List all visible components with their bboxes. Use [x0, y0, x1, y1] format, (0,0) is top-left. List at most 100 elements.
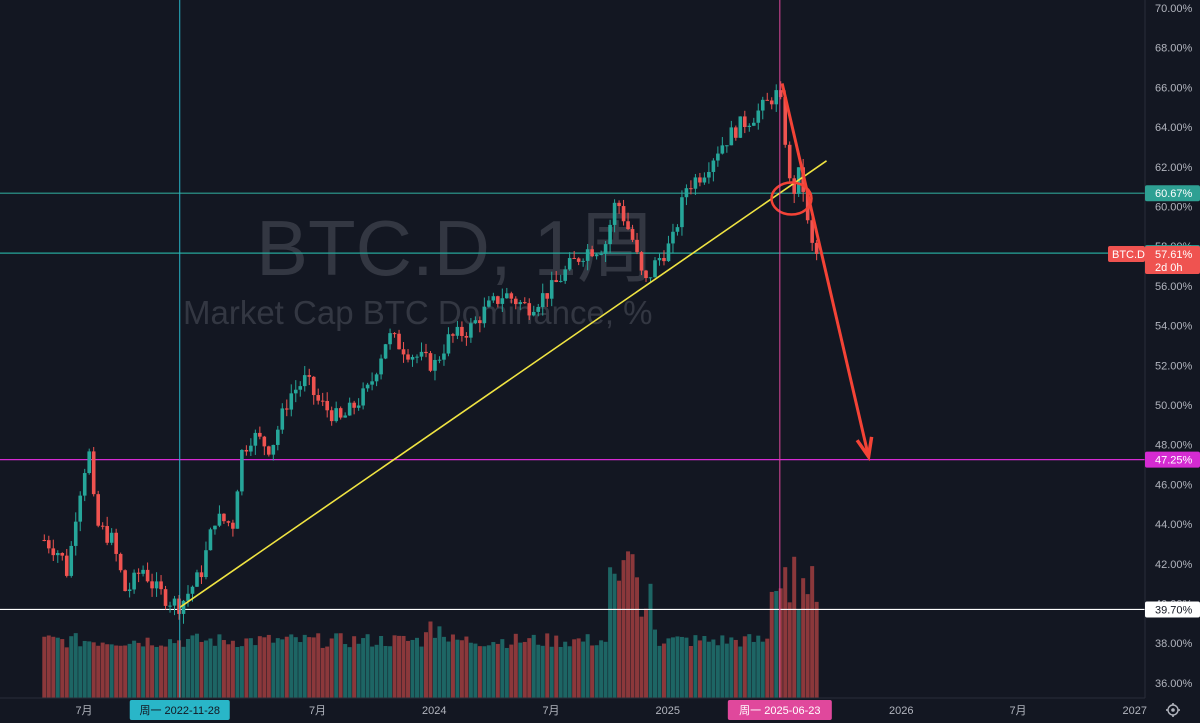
candle-body: [630, 229, 635, 240]
candle-body: [244, 449, 249, 452]
volume-bar: [73, 633, 78, 698]
candle-body: [307, 375, 312, 377]
volume-bar: [100, 642, 105, 698]
candle-body: [720, 145, 725, 154]
gear-icon[interactable]: [1166, 703, 1180, 717]
candle-body: [716, 153, 720, 161]
candle-body: [531, 311, 536, 316]
volume-bar: [145, 637, 150, 698]
volume-bar: [361, 638, 366, 698]
candle-body: [334, 408, 338, 422]
candle-body: [199, 572, 204, 578]
horizontal-levels[interactable]: [0, 192, 1145, 611]
volume-bar: [343, 644, 348, 698]
volume-bar: [711, 639, 716, 698]
volume-bar: [572, 639, 577, 698]
volume-bar: [374, 644, 379, 698]
candle-body: [222, 513, 226, 522]
volume-bar: [127, 643, 132, 698]
volume-bar: [230, 640, 235, 698]
volume-bar: [338, 633, 343, 698]
volume-bar: [190, 635, 195, 698]
candle-body: [42, 539, 47, 541]
projection-arrow[interactable]: [780, 83, 871, 457]
y-tick-label: 70.00%: [1155, 3, 1193, 15]
volume-bar: [531, 634, 536, 698]
candle-body: [298, 386, 303, 390]
price-tag: [1145, 245, 1200, 274]
volume-bar: [774, 590, 779, 698]
candle-body: [428, 353, 433, 371]
candle-body: [78, 495, 83, 522]
candle-body: [684, 188, 689, 198]
candle-body: [91, 451, 96, 495]
candle-body: [554, 280, 559, 282]
candle-body: [249, 445, 253, 452]
candle-body: [639, 252, 644, 271]
candle-body: [388, 333, 392, 345]
volume-bar: [114, 645, 119, 698]
volume-bar: [652, 629, 657, 698]
highlight-circle[interactable]: [770, 181, 813, 216]
candle-body: [114, 532, 118, 554]
candle-body: [711, 160, 716, 172]
volume-bar: [814, 601, 819, 698]
volume-bar: [769, 591, 774, 698]
volume-bar: [473, 643, 478, 698]
volume-bar: [203, 640, 208, 698]
price-axis[interactable]: 70.00%68.00%66.00%64.00%62.00%60.00%58.0…: [1155, 3, 1193, 690]
volume-bar: [697, 640, 702, 698]
volume-bar: [702, 636, 707, 698]
candle-body: [814, 242, 819, 254]
volume-bar: [96, 645, 101, 698]
candle-body: [141, 569, 145, 574]
volume-bar: [46, 635, 51, 698]
candle-body: [123, 570, 127, 592]
candle-body: [159, 581, 163, 590]
candle-body: [383, 344, 388, 359]
volume-bar: [177, 640, 182, 698]
time-axis[interactable]: 7月 7月 2024 7月 2025 2026 7月 2027: [75, 705, 1147, 717]
volume-bar: [608, 567, 613, 698]
candle-body: [787, 144, 792, 179]
candle-body: [500, 298, 505, 304]
volume-bar: [729, 637, 734, 698]
candlesticks: [42, 81, 819, 624]
candle-body: [707, 171, 711, 178]
volume-bar: [199, 641, 204, 698]
candle-body: [680, 197, 684, 228]
candle-body: [343, 415, 347, 418]
volume-bar: [675, 636, 680, 698]
volume-bar: [136, 642, 141, 698]
candle-body: [208, 529, 213, 551]
candle-body: [608, 224, 612, 245]
candle-body: [64, 555, 69, 576]
trend-line[interactable]: [179, 160, 827, 609]
volume-bar: [334, 633, 339, 698]
volume-bar: [401, 635, 406, 698]
y-tick-label: 62.00%: [1155, 162, 1193, 174]
x-tick-label: 2027: [1123, 705, 1147, 717]
volume-bar: [55, 637, 60, 698]
watermark-symbol: BTC.D, 1周: [256, 204, 655, 292]
candle-body: [69, 545, 74, 576]
time-axis-tags: 周一 2022-11-28 周一 2025-06-23: [129, 700, 832, 720]
arrow-head: [855, 436, 874, 462]
candle-body: [482, 306, 487, 324]
x-tick-label: 2026: [889, 705, 913, 717]
candle-body: [284, 408, 289, 410]
drawings[interactable]: [179, 83, 874, 609]
candle-body: [316, 395, 321, 401]
candle-body: [392, 333, 397, 335]
volume-bar: [168, 639, 173, 698]
candle-body: [338, 408, 343, 418]
volume-bar: [320, 647, 325, 698]
candle-body: [540, 293, 545, 307]
candle-body: [320, 400, 325, 402]
volume-bar: [446, 641, 451, 698]
volume-bar: [482, 646, 487, 698]
volume-bar: [495, 643, 500, 698]
candle-body: [195, 572, 199, 587]
